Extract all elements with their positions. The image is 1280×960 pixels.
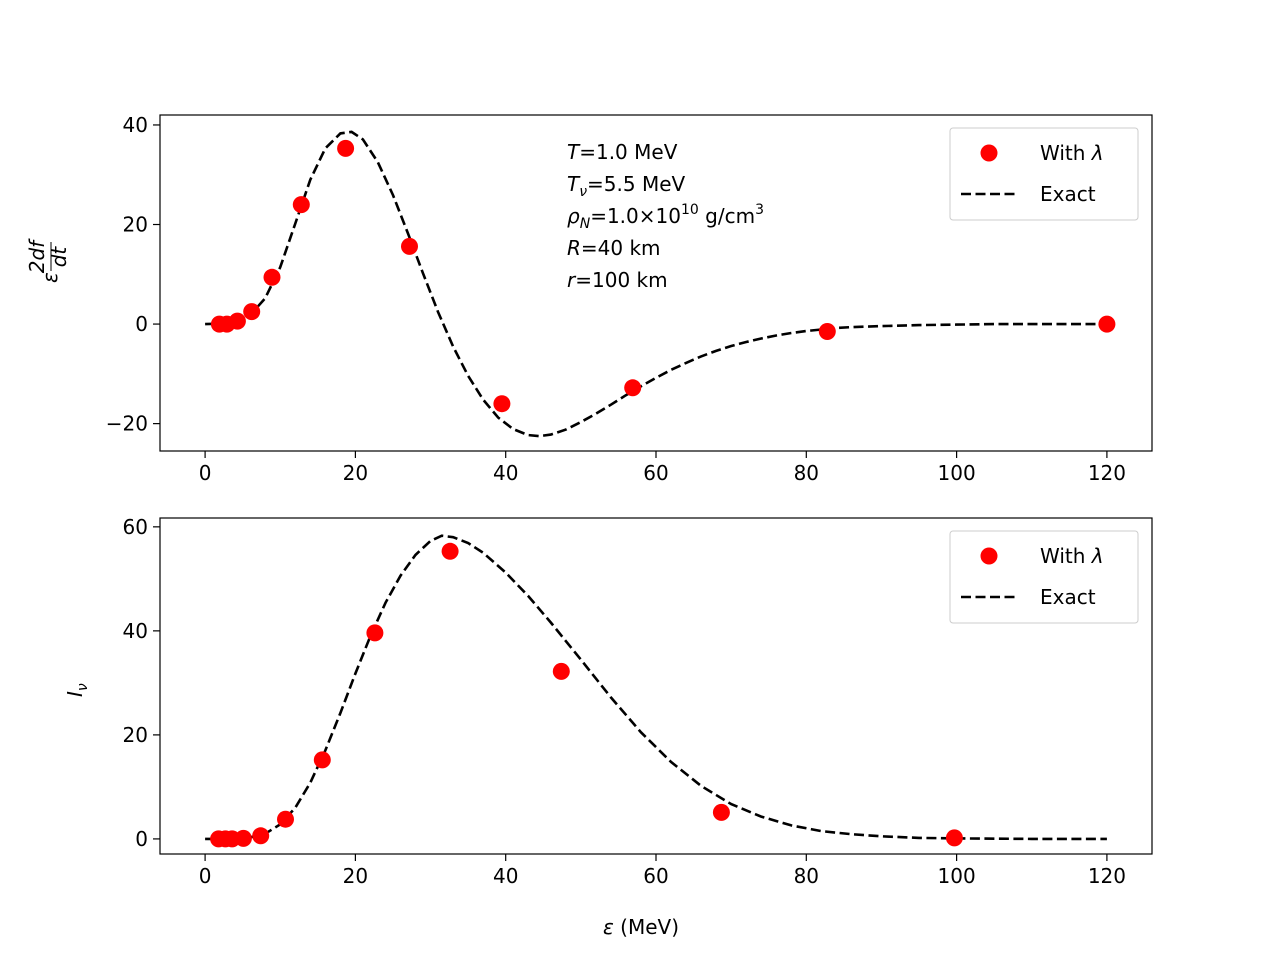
top-data-point (624, 379, 642, 397)
bottom-legend: With λ Exact (949, 530, 1139, 624)
top-legend-label-with-lambda: With λ (1040, 141, 1104, 165)
bottom-data-point (552, 662, 570, 680)
top-x-tick-label: 60 (643, 461, 668, 485)
annotation-radius: R=40 km (567, 236, 661, 260)
bottom-exact-curve (205, 534, 1107, 841)
bottom-y-tick-label: 40 (123, 619, 148, 643)
bottom-y-tick-label: 20 (123, 723, 148, 747)
bottom-data-point (441, 542, 459, 560)
bottom-legend-label-exact: Exact (1040, 585, 1096, 609)
bottom-data-point (234, 829, 252, 847)
bottom-x-tick-label: 0 (199, 864, 212, 888)
top-x-tick-label: 120 (1088, 461, 1126, 485)
annotation-distance: r=100 km (567, 268, 668, 292)
bottom-data-point (252, 827, 270, 845)
annotation-density: ρN=1.0×1010 g/cm3 (567, 202, 764, 232)
top-axis-ticks: 0 20 40 60 80 100 120 −20 0 20 40 (106, 113, 1126, 485)
bottom-legend-marker-with-lambda (980, 547, 998, 565)
top-y-axis-label-sup-num: 2df (25, 238, 49, 273)
bottom-x-tick-label: 80 (794, 864, 819, 888)
top-y-tick-label: −20 (106, 412, 148, 436)
top-data-point (243, 303, 261, 321)
top-exact-curve (205, 130, 1107, 438)
top-y-axis-label-sup-den: dt (47, 246, 71, 268)
bottom-data-point (945, 829, 963, 847)
bottom-x-tick-label: 20 (343, 864, 368, 888)
x-axis-label: ε (MeV) (603, 915, 679, 939)
bottom-x-tick-label: 120 (1088, 864, 1126, 888)
bottom-axis-ticks: 0 20 40 60 80 100 120 0 20 40 60 (123, 515, 1126, 888)
top-x-tick-label: 20 (343, 461, 368, 485)
bottom-plot-marks (205, 534, 1107, 848)
top-y-tick-label: 0 (135, 312, 148, 336)
top-legend-label-exact: Exact (1040, 182, 1096, 206)
parameter-annotations: T=1.0 MeV Tν=5.5 MeV ρN=1.0×1010 g/cm3 R… (567, 140, 764, 292)
bottom-y-tick-label: 60 (123, 515, 148, 539)
top-data-point (401, 237, 418, 255)
bottom-y-tick-label: 0 (135, 827, 148, 851)
top-x-tick-label: 100 (938, 461, 976, 485)
annotation-temperature: T=1.0 MeV (567, 140, 678, 164)
top-data-point (228, 312, 246, 330)
bottom-data-point (712, 803, 730, 821)
top-y-axis-label: ε (38, 272, 62, 283)
bottom-data-point (277, 810, 294, 828)
bottom-data-point (366, 624, 384, 642)
bottom-x-tick-label: 100 (938, 864, 976, 888)
bottom-subplot: 0 20 40 60 80 100 120 0 20 40 60 Iν ε (MeV) With λ… (63, 515, 1153, 939)
bottom-x-tick-label: 40 (493, 864, 518, 888)
top-data-point (1098, 315, 1116, 333)
top-data-point (337, 139, 355, 157)
top-legend-marker-with-lambda (980, 144, 998, 162)
top-subplot: 0 20 40 60 80 100 120 −20 0 20 40 ε 2df dt T=1.0 M… (25, 113, 1153, 485)
top-data-point (292, 196, 310, 214)
top-data-point (818, 323, 836, 340)
top-y-axis-label-base: ε (38, 272, 62, 283)
top-legend: With λ Exact (949, 127, 1139, 221)
top-y-tick-label: 40 (123, 113, 148, 137)
top-y-tick-label: 20 (123, 213, 148, 237)
top-data-point (493, 395, 511, 413)
top-x-tick-label: 80 (794, 461, 819, 485)
bottom-x-tick-label: 60 (643, 864, 668, 888)
bottom-y-axis-label: Iν (63, 683, 91, 697)
top-x-tick-label: 40 (493, 461, 518, 485)
top-plot-marks (205, 130, 1116, 438)
annotation-neutrino-temperature: Tν=5.5 MeV (567, 172, 686, 200)
top-data-point (263, 268, 281, 286)
bottom-data-point (313, 751, 331, 769)
bottom-legend-label-with-lambda: With λ (1040, 544, 1104, 568)
top-x-tick-label: 0 (199, 461, 212, 485)
